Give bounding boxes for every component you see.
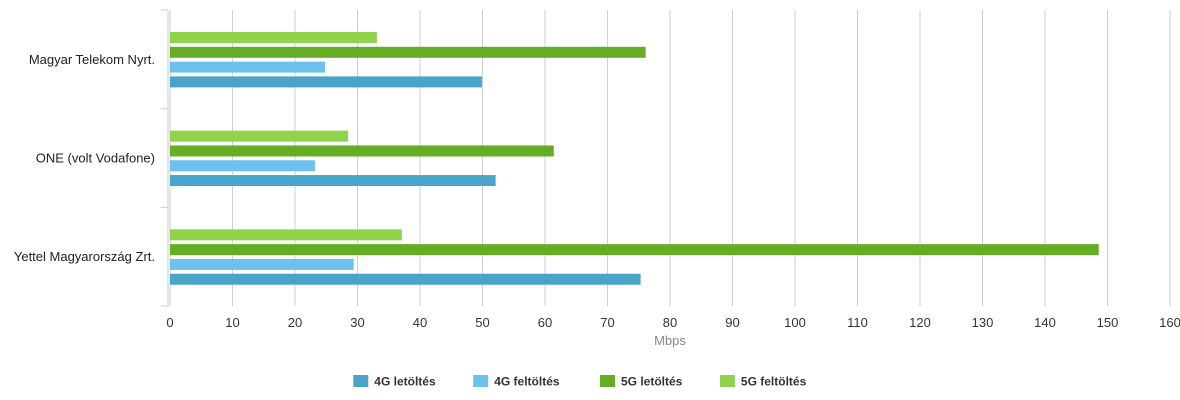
x-axis-title: Mbps (654, 333, 686, 348)
category-label: ONE (volt Vodafone) (36, 151, 155, 166)
bar[interactable] (170, 130, 349, 142)
bar[interactable] (170, 145, 554, 157)
x-tick-label: 110 (847, 315, 868, 330)
bar[interactable] (170, 244, 1099, 256)
x-tick-label: 10 (225, 315, 239, 330)
x-axis-ticks: 0 10 20 30 40 50 60 70 80 90 100 110 120 130 140 150 160 (166, 315, 1180, 330)
legend-item[interactable]: 4G letöltés (353, 375, 436, 389)
x-tick-label: 160 (1159, 315, 1180, 330)
legend-item[interactable]: 5G letöltés (600, 375, 683, 389)
x-tick-label: 20 (288, 315, 302, 330)
legend-swatch (353, 375, 369, 387)
bar[interactable] (170, 32, 377, 43)
x-tick-label: 90 (725, 315, 739, 330)
legend[interactable]: 4G letöltés 4G feltöltés 5G letöltés 5G fel… (353, 375, 807, 389)
x-tick-label: 0 (166, 315, 173, 330)
x-tick-label: 80 (663, 315, 677, 330)
x-tick-label: 30 (350, 315, 364, 330)
bar[interactable] (170, 175, 496, 187)
category-axis: Magyar Telekom Nyrt. ONE (volt Vodafone) Y… (14, 9, 169, 307)
x-tick-label: 130 (972, 315, 994, 330)
bar[interactable] (170, 273, 641, 285)
bar[interactable] (170, 258, 354, 270)
x-tick-label: 60 (538, 315, 552, 330)
legend-label: 4G letöltés (374, 375, 436, 389)
x-tick-label: 100 (784, 315, 806, 330)
x-tick-label: 70 (600, 315, 614, 330)
x-tick-label: 150 (1097, 315, 1119, 330)
legend-label: 5G feltöltés (741, 375, 807, 389)
bar[interactable] (170, 61, 325, 73)
bar[interactable] (170, 76, 482, 88)
legend-item[interactable]: 5G feltöltés (719, 375, 807, 389)
bar[interactable] (170, 46, 646, 58)
x-tick-label: 140 (1034, 315, 1056, 330)
category-label: Yettel Magyarország Zrt. (14, 249, 155, 264)
bar[interactable] (170, 160, 315, 172)
x-tick-label: 120 (909, 315, 931, 330)
legend-label: 4G feltöltés (494, 375, 560, 389)
legend-swatch (600, 375, 615, 387)
gridlines (169, 10, 1171, 306)
x-tick-label: 50 (475, 315, 489, 330)
bars (170, 32, 1099, 285)
category-label: Magyar Telekom Nyrt. (29, 52, 155, 67)
legend-swatch (719, 375, 735, 387)
x-tick-label: 40 (413, 315, 427, 330)
legend-label: 5G letöltés (621, 375, 683, 389)
legend-item[interactable]: 4G feltöltés (473, 375, 560, 389)
bar[interactable] (170, 229, 402, 241)
legend-swatch (473, 375, 489, 387)
